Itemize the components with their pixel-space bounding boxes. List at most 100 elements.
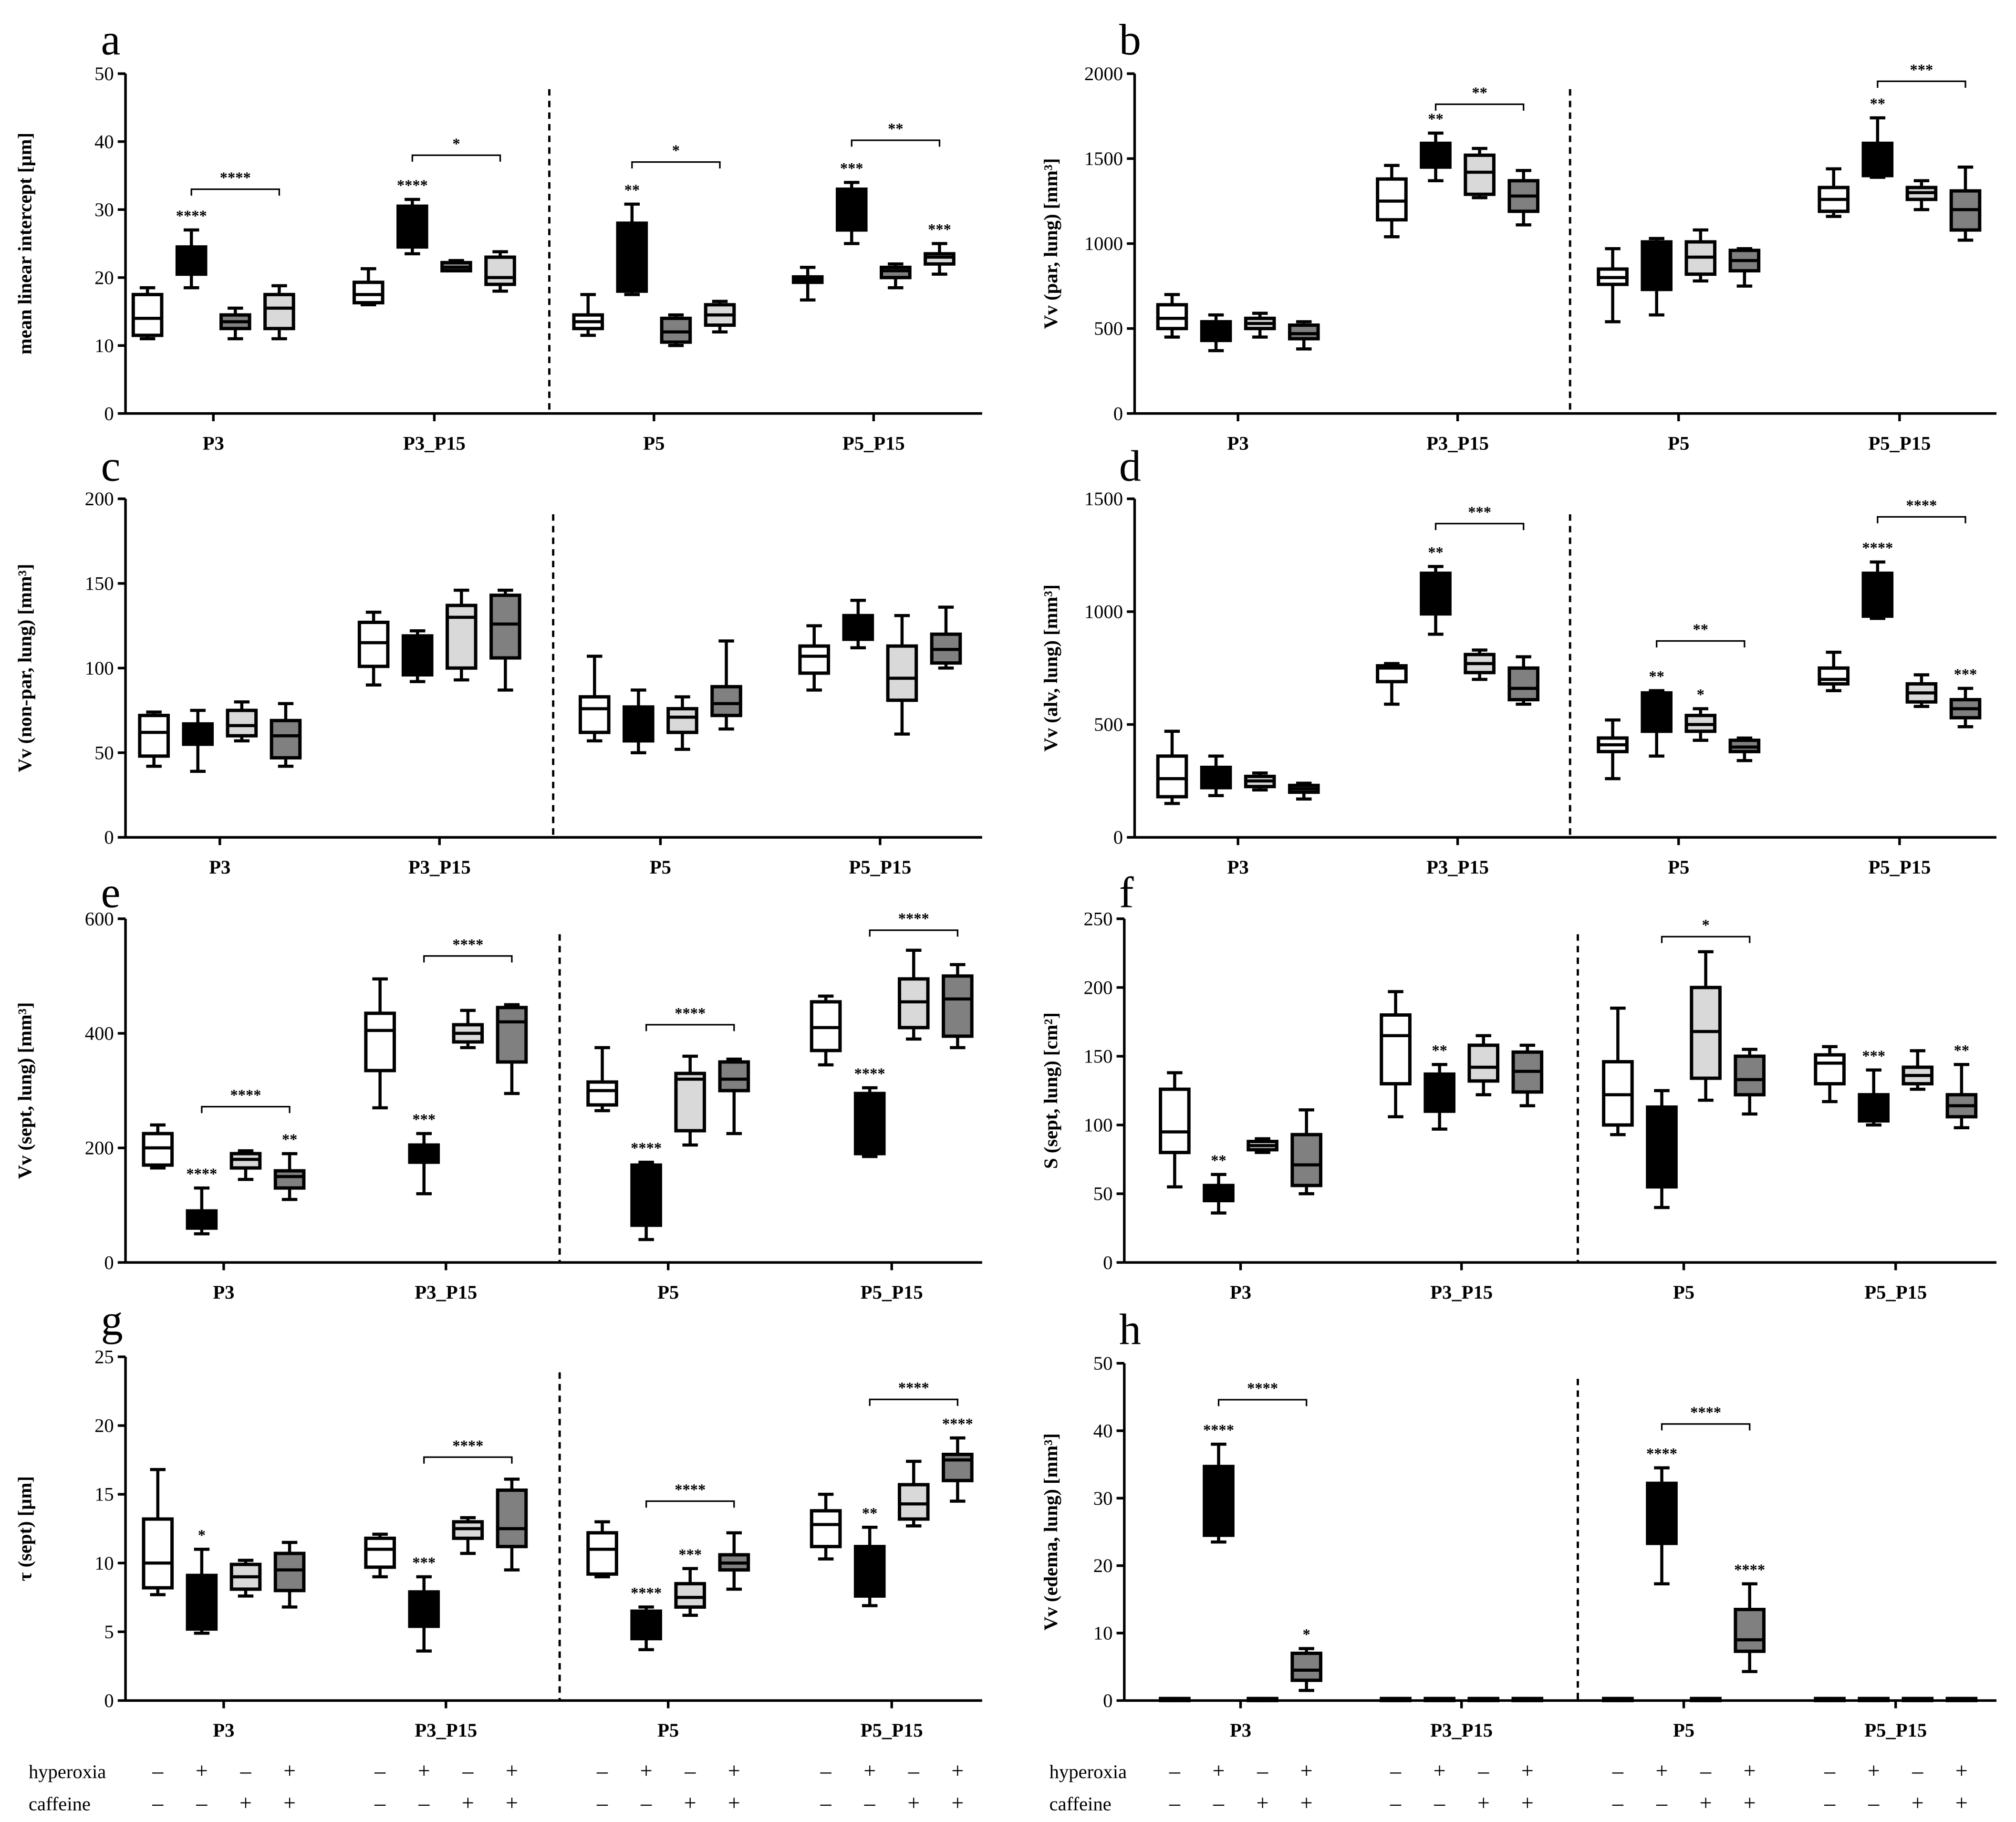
hyperoxia-sign: + [1868, 1759, 1880, 1783]
box [1159, 1087, 1191, 1155]
box [1288, 323, 1320, 341]
y-tick-label: 10 [94, 1552, 114, 1574]
y-axis-label: mean linear intercept [µm] [14, 133, 35, 354]
hyperoxia-sign: + [283, 1759, 296, 1783]
box-plot [853, 1526, 886, 1607]
box [886, 644, 918, 702]
x-tick-label: P3_P15 [403, 433, 466, 454]
box-plot [710, 639, 742, 731]
hyperoxia-sign: – [239, 1759, 251, 1783]
significance-mark: *** [840, 160, 863, 177]
box [897, 1483, 930, 1521]
significance-mark: *** [678, 1546, 702, 1563]
caffeine-sign: + [907, 1791, 920, 1815]
caffeine-sign: – [152, 1791, 164, 1815]
box-plot [364, 1532, 396, 1579]
box-plot [586, 1520, 618, 1579]
box-plot [1945, 1697, 1978, 1702]
x-tick-label: P3 [1230, 1281, 1251, 1303]
box-plot [1159, 1071, 1191, 1188]
box-plot [1905, 673, 1938, 708]
box-plot [401, 629, 434, 683]
box [1290, 1133, 1322, 1187]
box [1467, 1043, 1500, 1083]
x-tick-label: P3_P15 [408, 856, 471, 878]
box [616, 221, 648, 293]
caffeine-sign: – [1213, 1791, 1225, 1815]
box-plot [942, 1436, 974, 1503]
x-tick-label: P3 [213, 1719, 234, 1741]
box-plot [1818, 167, 1850, 218]
comparison-bracket [423, 1456, 513, 1464]
panel-letter: b [1119, 15, 1141, 64]
box-plot [630, 1605, 662, 1652]
box-plot [1200, 313, 1232, 353]
hyperoxia-sign: + [418, 1759, 430, 1783]
comparison-bracket [423, 955, 513, 963]
caffeine-sign: – [820, 1791, 832, 1815]
significance-mark: ** [1870, 95, 1886, 113]
box-plot [572, 293, 604, 337]
hyperoxia-sign: + [1656, 1759, 1668, 1783]
box-plot [1200, 754, 1232, 797]
box [182, 722, 214, 746]
box-plot [1734, 1582, 1766, 1673]
caffeine-sign: – [1824, 1791, 1836, 1815]
bracket-label: **** [898, 1380, 929, 1397]
y-tick-label: 0 [1113, 827, 1123, 848]
x-tick-label: P3 [203, 433, 224, 454]
hyperoxia-sign: – [1477, 1759, 1489, 1783]
box [1861, 141, 1894, 177]
bracket-label: **** [220, 169, 251, 187]
hyperoxia-label: hyperoxia [1050, 1761, 1127, 1782]
box-plot [496, 1478, 528, 1572]
caffeine-sign: – [1390, 1791, 1402, 1815]
bracket-label: ** [888, 120, 904, 137]
y-tick-label: 20 [94, 267, 114, 288]
caffeine-sign: – [1612, 1791, 1624, 1815]
box-plot [1511, 1697, 1544, 1702]
x-tick-label: P3_P15 [1430, 1719, 1493, 1741]
box [396, 204, 428, 249]
box [1203, 1465, 1235, 1537]
bracket-label: **** [1906, 497, 1937, 514]
significance-mark: **** [631, 1584, 662, 1602]
box [1507, 666, 1540, 702]
y-tick-label: 1000 [1084, 233, 1123, 254]
hyperoxia-sign: + [1300, 1759, 1313, 1783]
comparison-bracket [201, 1105, 291, 1114]
box [364, 1536, 396, 1569]
y-tick-label: 0 [1113, 403, 1123, 424]
y-tick-label: 30 [94, 199, 114, 220]
box-plot [674, 1567, 707, 1617]
bracket-label: **** [898, 910, 929, 927]
x-tick-label: P3_P15 [1430, 1281, 1493, 1303]
box-plot [630, 1160, 662, 1241]
hyperoxia-sign: – [374, 1759, 386, 1783]
treatment-table: hyperoxia caffeine – – + – – + + + – – + – – + + + – – + – – + +… [1050, 1759, 1968, 1815]
hyperoxia-sign: + [728, 1759, 740, 1783]
x-tick-label: P5 [1668, 856, 1689, 878]
y-axis-label: Vv (par, lung) [mm³] [1040, 158, 1061, 329]
y-tick-label: 0 [104, 827, 114, 848]
box [484, 255, 516, 286]
comparison-bracket [1877, 516, 1966, 523]
y-tick-label: 600 [85, 908, 114, 929]
hyperoxia-sign: – [152, 1759, 164, 1783]
box-plot [1203, 1173, 1235, 1215]
y-tick-label: 10 [1093, 1623, 1113, 1644]
hyperoxia-sign: – [1612, 1759, 1624, 1783]
panel-letter: a [101, 15, 121, 64]
box-plot [616, 202, 648, 296]
hyperoxia-sign: – [1257, 1759, 1268, 1783]
caffeine-sign: – [196, 1791, 208, 1815]
box-plot [1814, 1045, 1846, 1104]
caffeine-sign: – [1169, 1791, 1181, 1815]
significance-mark: ** [1428, 544, 1444, 561]
box-plot [1247, 1137, 1278, 1154]
box-plot [1734, 1048, 1766, 1116]
comparison-bracket [1434, 522, 1525, 531]
caffeine-sign: + [951, 1791, 964, 1815]
caffeine-sign: – [418, 1791, 430, 1815]
box [630, 1163, 662, 1227]
